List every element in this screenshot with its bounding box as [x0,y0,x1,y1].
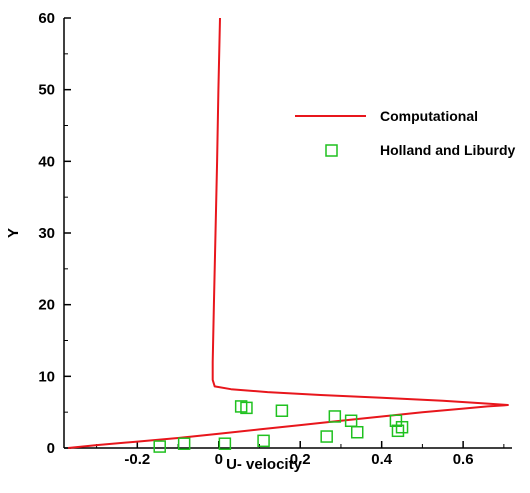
y-axis-title: Y [5,228,22,238]
experimental-data-point [177,437,191,450]
computational-series-line [67,17,509,449]
legend-label-holland-and-liburdy: Holland and Liburdy [380,142,516,158]
x-tick-label: 0.2 [290,451,311,468]
x-axis-title: U- velocity [226,456,303,473]
series-layer [67,17,509,453]
experimental-data-point [350,425,364,439]
x-axis-ticks: -0.2 0 0.2 0.4 0.6 [96,441,505,468]
y-axis-ticks: 0 10 20 30 40 50 60 [38,10,71,457]
plot-area: 0 10 20 30 40 50 60 -0.2 0 0.2 0.4 0.6 [38,10,512,468]
y-tick-label: 10 [38,368,55,385]
y-tick-label: 50 [38,82,55,99]
experimental-data-point [218,437,232,450]
y-tick-label: 30 [38,225,55,242]
x-tick-label: 0.6 [453,451,474,468]
experimental-data-point [320,430,333,443]
experimental-data-point [275,404,289,417]
experimental-data-point [257,434,270,448]
experimental-data-point [240,401,253,415]
experimental-data-point [395,420,409,434]
experimental-data-point [328,410,342,423]
experimental-data-point [391,424,405,438]
y-tick-label: 0 [47,440,55,457]
y-tick-label: 20 [38,297,55,314]
x-tick-label: 0.4 [371,451,393,468]
legend: Computational Holland and Liburdy [295,108,516,158]
experimental-data-point [153,440,166,453]
x-tick-label: -0.2 [124,451,150,468]
legend-label-computational: Computational [380,108,478,124]
y-tick-label: 40 [38,153,55,170]
x-tick-label: 0 [215,451,223,468]
legend-square-marker [325,144,338,157]
y-tick-label: 60 [38,10,55,27]
